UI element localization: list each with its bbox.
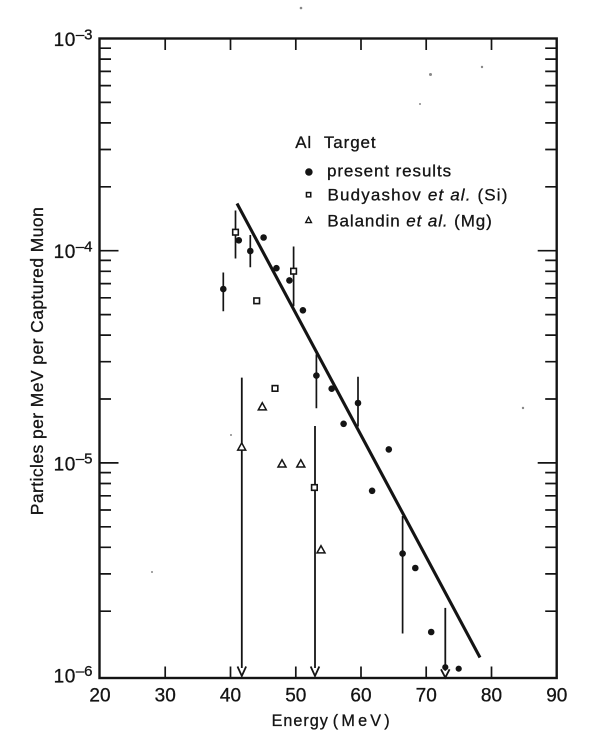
svg-text:Particles per MeV per Captured: Particles per MeV per Captured Muon (27, 207, 47, 515)
svg-text:20: 20 (89, 686, 110, 707)
svg-text:70: 70 (416, 686, 437, 707)
svg-text:10–5: 10–5 (54, 451, 93, 476)
svg-text:90: 90 (546, 686, 567, 707)
svg-text:Budyashov et al. (Si): Budyashov et al. (Si) (328, 186, 509, 205)
svg-text:40: 40 (220, 686, 241, 707)
svg-text:present results: present results (327, 161, 452, 180)
svg-text:Al: Al (295, 133, 312, 152)
svg-text:60: 60 (350, 686, 371, 707)
svg-text:(MeV): (MeV) (333, 712, 393, 730)
svg-text:50: 50 (285, 686, 306, 707)
svg-text:30: 30 (155, 686, 176, 707)
svg-text:Balandin et al. (Mg): Balandin et al. (Mg) (327, 212, 492, 231)
svg-text:Target: Target (324, 133, 377, 152)
svg-text:Energy: Energy (272, 712, 329, 730)
svg-text:80: 80 (481, 686, 502, 707)
